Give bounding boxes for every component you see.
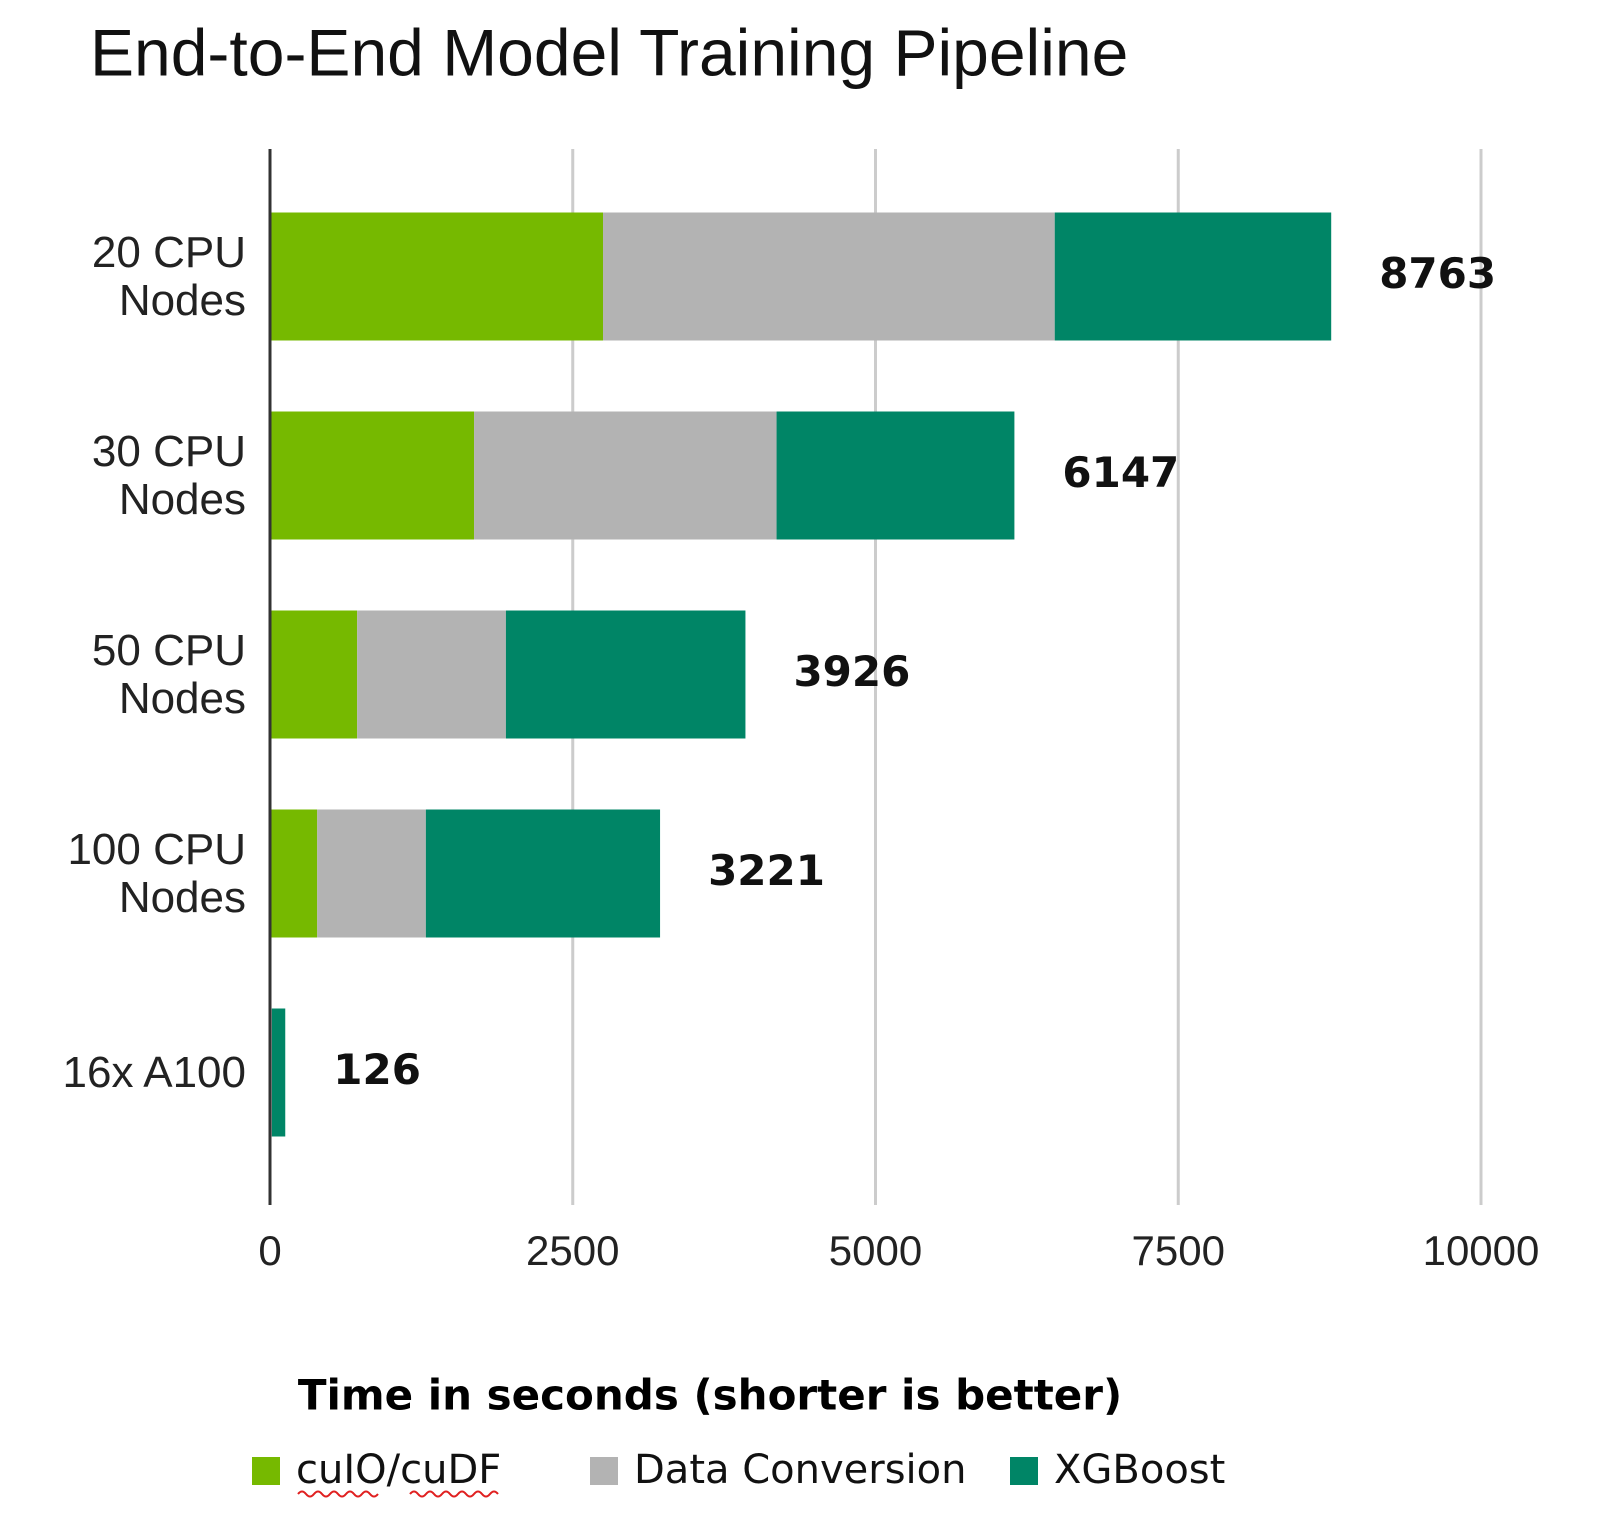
legend-swatch <box>590 1457 618 1485</box>
y-tick-label: 30 CPU Nodes <box>91 426 246 524</box>
x-tick-label: 10000 <box>1423 1227 1540 1274</box>
bar-segment <box>776 411 1015 540</box>
y-tick-label: 20 CPU Nodes <box>91 227 246 325</box>
legend-swatch <box>1010 1457 1038 1485</box>
bar-segment <box>357 610 506 739</box>
legend-swatch <box>252 1457 280 1485</box>
bar-segment <box>270 809 318 938</box>
bar-segment <box>474 411 777 540</box>
bar-segment <box>271 1008 272 1137</box>
legend-label: cuIO/cuDF <box>296 1447 501 1493</box>
total-label: 3926 <box>793 647 910 696</box>
legend-label: XGBoost <box>1054 1447 1225 1493</box>
total-label: 8763 <box>1379 249 1496 298</box>
bar-segment <box>425 809 661 938</box>
bar-segment <box>270 411 475 540</box>
x-tick-label: 2500 <box>526 1227 619 1274</box>
y-tick-label: 100 CPU Nodes <box>67 824 246 922</box>
y-tick-label: 16x A100 <box>62 1047 247 1097</box>
spellcheck-underline <box>297 1490 499 1498</box>
x-tick-label: 0 <box>258 1227 281 1274</box>
x-tick-label: 7500 <box>1132 1227 1225 1274</box>
chart-title: End-to-End Model Training Pipeline <box>90 15 1128 89</box>
total-label: 6147 <box>1062 448 1179 497</box>
x-axis-title: Time in seconds (shorter is better) <box>298 1371 1122 1420</box>
bar-segment <box>271 1008 286 1137</box>
bar-segment <box>1054 212 1332 341</box>
bar-segment <box>505 610 746 739</box>
bar-segment <box>317 809 426 938</box>
bar-segment <box>270 212 604 341</box>
bar-segment <box>270 610 358 739</box>
bar-segment <box>603 212 1055 341</box>
legend-label: Data Conversion <box>634 1447 966 1493</box>
y-tick-label: 50 CPU Nodes <box>91 625 246 723</box>
x-tick-label: 5000 <box>829 1227 922 1274</box>
total-label: 3221 <box>708 846 825 895</box>
total-label: 126 <box>333 1045 421 1094</box>
